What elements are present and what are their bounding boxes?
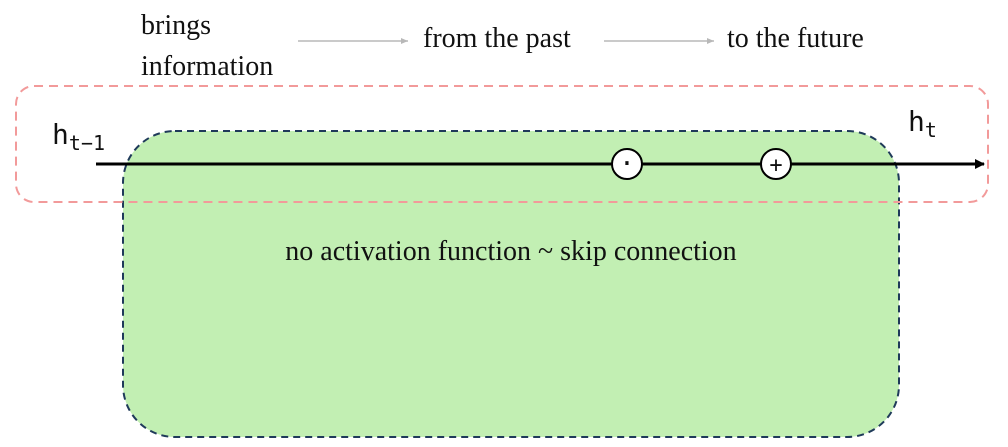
multiply-operator: ·: [611, 148, 643, 180]
hidden-state-prev-label: ht−1: [52, 118, 105, 155]
header-from-past-text: from the past: [423, 23, 571, 54]
cell-state-highlight-box: [15, 85, 989, 203]
cell-body-label: no activation function ~ skip connection: [285, 236, 736, 267]
add-operator-circle: [760, 148, 792, 180]
hidden-state-prev-subscript: t−1: [69, 131, 105, 155]
hidden-state-curr-base: h: [908, 105, 925, 138]
cell-body-box: [122, 130, 900, 438]
add-operator: +: [760, 148, 792, 180]
hidden-state-prev-base: h: [52, 118, 69, 151]
hidden-state-curr-label: ht: [908, 105, 937, 142]
add-operator-symbol: +: [769, 153, 782, 178]
header-brings-text: brings: [141, 10, 211, 41]
multiply-operator-circle: [611, 148, 643, 180]
multiply-operator-symbol: ·: [619, 149, 635, 179]
header-to-future-text: to the future: [727, 23, 864, 54]
hidden-state-curr-subscript: t: [925, 118, 937, 142]
header-information-text: information: [141, 51, 273, 82]
